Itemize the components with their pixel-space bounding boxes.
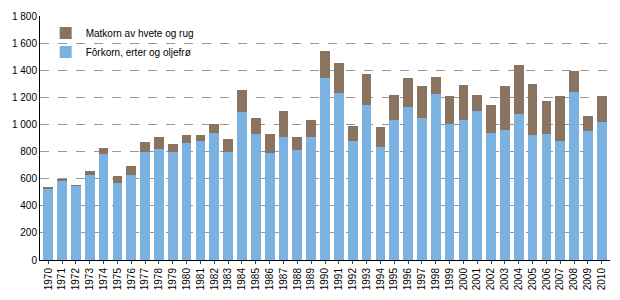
svg-text:400: 400 <box>20 200 37 211</box>
svg-text:1988: 1988 <box>292 268 303 291</box>
svg-text:2000: 2000 <box>458 268 469 291</box>
svg-text:1 600: 1 600 <box>12 38 37 49</box>
svg-text:1986: 1986 <box>264 268 275 291</box>
svg-text:1980: 1980 <box>181 268 192 291</box>
svg-text:1993: 1993 <box>361 268 372 291</box>
svg-text:1 000: 1 000 <box>12 119 37 130</box>
svg-text:2001: 2001 <box>471 268 482 291</box>
svg-text:1982: 1982 <box>209 268 220 291</box>
svg-text:2004: 2004 <box>513 268 524 291</box>
svg-text:1 200: 1 200 <box>12 92 37 103</box>
svg-text:1979: 1979 <box>167 268 178 291</box>
svg-text:1 800: 1 800 <box>12 11 37 22</box>
svg-text:2003: 2003 <box>499 268 510 291</box>
svg-text:1 400: 1 400 <box>12 65 37 76</box>
svg-text:2009: 2009 <box>582 268 593 291</box>
svg-text:2010: 2010 <box>596 268 607 291</box>
svg-text:1991: 1991 <box>333 268 344 291</box>
svg-text:1981: 1981 <box>195 268 206 291</box>
svg-text:1987: 1987 <box>278 268 289 291</box>
svg-text:2006: 2006 <box>541 268 552 291</box>
svg-text:2008: 2008 <box>568 268 579 291</box>
svg-text:1973: 1973 <box>84 268 95 291</box>
svg-text:1989: 1989 <box>305 268 316 291</box>
svg-text:1970: 1970 <box>43 268 54 291</box>
svg-text:2007: 2007 <box>554 268 565 291</box>
svg-text:1994: 1994 <box>375 268 386 291</box>
svg-text:1983: 1983 <box>222 268 233 291</box>
svg-text:1978: 1978 <box>153 268 164 291</box>
svg-text:Fôrkorn, erter og oljefrø: Fôrkorn, erter og oljefrø <box>86 47 191 58</box>
svg-text:1998: 1998 <box>430 268 441 291</box>
svg-text:1971: 1971 <box>56 268 67 291</box>
svg-text:1976: 1976 <box>126 268 137 291</box>
svg-text:800: 800 <box>20 146 37 157</box>
svg-text:1996: 1996 <box>402 268 413 291</box>
svg-text:1997: 1997 <box>416 268 427 291</box>
svg-text:2002: 2002 <box>485 268 496 291</box>
svg-text:1974: 1974 <box>98 268 109 291</box>
svg-text:1992: 1992 <box>347 268 358 291</box>
svg-text:Matkorn av hvete og rug: Matkorn av hvete og rug <box>86 28 194 39</box>
svg-text:2005: 2005 <box>527 268 538 291</box>
svg-text:0: 0 <box>31 255 37 266</box>
svg-text:1990: 1990 <box>319 268 330 291</box>
svg-text:200: 200 <box>20 227 37 238</box>
svg-text:1972: 1972 <box>70 268 81 291</box>
svg-text:1984: 1984 <box>236 268 247 291</box>
svg-text:1977: 1977 <box>139 268 150 291</box>
svg-text:1999: 1999 <box>444 268 455 291</box>
svg-text:1995: 1995 <box>388 268 399 291</box>
svg-text:1985: 1985 <box>250 268 261 291</box>
svg-text:600: 600 <box>20 173 37 184</box>
svg-text:1975: 1975 <box>112 268 123 291</box>
